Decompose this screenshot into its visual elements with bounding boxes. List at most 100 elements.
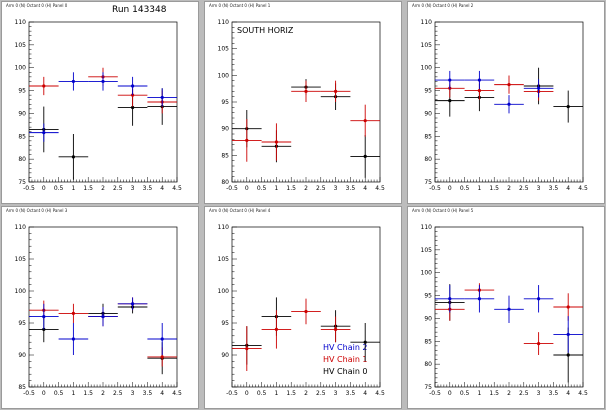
x-tick-label: 0.5 bbox=[54, 185, 64, 192]
x-tick-label: 3.5 bbox=[346, 390, 356, 397]
data-point-chain0 bbox=[58, 134, 89, 180]
x-tick-label: 0.5 bbox=[460, 185, 470, 192]
x-tick-label: 2 bbox=[507, 185, 511, 192]
x-tick-label: 0 bbox=[245, 185, 249, 192]
data-point-chain2 bbox=[117, 76, 148, 96]
marker bbox=[566, 305, 570, 309]
y-tick-label: 105 bbox=[421, 42, 433, 49]
x-tick-label: 0 bbox=[448, 390, 452, 397]
marker bbox=[304, 89, 308, 93]
legend-entry-chain0: HV Chain 0 bbox=[323, 367, 368, 376]
data-point-chain1 bbox=[58, 303, 89, 323]
marker bbox=[304, 309, 308, 314]
x-tick-label: 4.5 bbox=[172, 390, 182, 397]
y-tick-label: 90 bbox=[18, 352, 26, 359]
y-tick-label: 90 bbox=[424, 315, 432, 322]
pad-title: Arm 0 (N) Octant 0 (H) Panel 4 bbox=[209, 208, 271, 213]
marker bbox=[363, 340, 367, 344]
data-point-chain1 bbox=[494, 75, 524, 94]
y-tick-label: 95 bbox=[18, 88, 26, 95]
marker bbox=[71, 155, 75, 159]
x-tick-label: -0.5 bbox=[429, 185, 441, 192]
data-point-chain1 bbox=[464, 81, 495, 100]
pad-title: Arm 0 (N) Octant 0 (H) Panel 2 bbox=[412, 3, 474, 8]
y-tick-label: 90 bbox=[221, 352, 229, 359]
marker bbox=[507, 102, 511, 106]
y-tick-label: 100 bbox=[15, 65, 27, 72]
marker bbox=[274, 140, 278, 144]
data-point-chain2 bbox=[29, 123, 59, 142]
x-tick-label: 3.5 bbox=[143, 390, 153, 397]
x-tick-label: -0.5 bbox=[429, 390, 441, 397]
x-tick-label: 4 bbox=[363, 390, 367, 397]
y-tick-label: 85 bbox=[424, 133, 432, 140]
marker bbox=[42, 84, 46, 88]
plot-panel-2: -0.5 0 0.5 1 1.5 2 2.5 3 3.5 4 4.5 75 80 85 90 95 100 105… bbox=[421, 19, 588, 192]
marker bbox=[477, 78, 481, 82]
y-tick-label: 105 bbox=[15, 256, 27, 263]
y-tick-label: 80 bbox=[221, 179, 229, 186]
data-point-chain1 bbox=[232, 326, 262, 371]
marker bbox=[160, 355, 164, 359]
data-point-chain0 bbox=[350, 323, 380, 362]
x-tick-label: 3 bbox=[334, 390, 338, 397]
y-tick-label: 110 bbox=[421, 19, 433, 26]
x-tick-label: 4.5 bbox=[578, 390, 588, 397]
data-point-chain1 bbox=[232, 119, 262, 162]
y-tick-label: 95 bbox=[221, 99, 229, 106]
y-tick-label: 100 bbox=[218, 72, 230, 79]
x-tick-label: 4 bbox=[566, 185, 570, 192]
x-tick-label: 2 bbox=[507, 390, 511, 397]
x-tick-label: 2.5 bbox=[113, 390, 123, 397]
data-point-chain2 bbox=[58, 72, 89, 91]
x-tick-label: 4.5 bbox=[172, 185, 182, 192]
x-tick-label: 4 bbox=[363, 185, 367, 192]
y-tick-label: 85 bbox=[18, 133, 26, 140]
data-point-chain1 bbox=[261, 310, 292, 349]
x-tick-label: 1.5 bbox=[286, 390, 296, 397]
plot-panel-0: -0.5 0 0.5 1 1.5 2 2.5 3 3.5 4 4.5 75 80 85 90 95 100 105… bbox=[15, 19, 182, 192]
data-point-chain2 bbox=[88, 307, 118, 327]
x-tick-label: 2 bbox=[101, 390, 105, 397]
y-tick-label: 80 bbox=[424, 361, 432, 368]
y-tick-label: 105 bbox=[218, 46, 230, 53]
pad-title: Arm 0 (N) Octant 0 (H) Panel 5 bbox=[412, 208, 474, 213]
run-label: Run 143348 bbox=[112, 5, 167, 15]
x-tick-label: 1.5 bbox=[83, 185, 93, 192]
marker bbox=[334, 89, 338, 93]
y-tick-label: 100 bbox=[15, 288, 27, 295]
marker bbox=[42, 131, 46, 135]
marker bbox=[245, 347, 249, 351]
marker bbox=[363, 154, 367, 158]
y-tick-label: 95 bbox=[18, 320, 26, 327]
marker bbox=[160, 337, 164, 341]
data-point-chain2 bbox=[494, 295, 524, 323]
y-tick-label: 75 bbox=[424, 384, 432, 391]
x-tick-label: 3.5 bbox=[549, 185, 559, 192]
y-tick-label: 110 bbox=[15, 224, 27, 231]
data-point-chain2 bbox=[117, 297, 148, 311]
data-point-chain0 bbox=[553, 90, 583, 123]
y-tick-label: 110 bbox=[218, 19, 230, 26]
x-tick-label: 2.5 bbox=[519, 185, 529, 192]
plot-panel-3: -0.5 0 0.5 1 1.5 2 2.5 3 3.5 4 4.5 85 90 95 100 105 110 bbox=[15, 224, 182, 397]
x-tick-label: 0 bbox=[42, 185, 46, 192]
y-tick-label: 90 bbox=[424, 110, 432, 117]
y-tick-label: 80 bbox=[18, 156, 26, 163]
marker bbox=[566, 353, 570, 357]
data-point-chain2 bbox=[553, 316, 583, 353]
marker bbox=[274, 327, 278, 331]
y-tick-label: 105 bbox=[218, 256, 230, 263]
data-point-chain2 bbox=[88, 72, 118, 91]
x-tick-label: 1 bbox=[71, 390, 75, 397]
annotation-label: SOUTH HORIZ bbox=[237, 26, 294, 35]
x-tick-label: 1 bbox=[71, 185, 75, 192]
y-tick-label: 95 bbox=[221, 320, 229, 327]
x-tick-label: 0 bbox=[448, 185, 452, 192]
data-point-chain1 bbox=[523, 332, 554, 355]
x-tick-label: 0.5 bbox=[257, 390, 267, 397]
data-point-chain2 bbox=[147, 88, 177, 107]
x-tick-label: 0.5 bbox=[54, 390, 64, 397]
y-tick-label: 85 bbox=[221, 152, 229, 159]
x-tick-label: 3 bbox=[334, 185, 338, 192]
